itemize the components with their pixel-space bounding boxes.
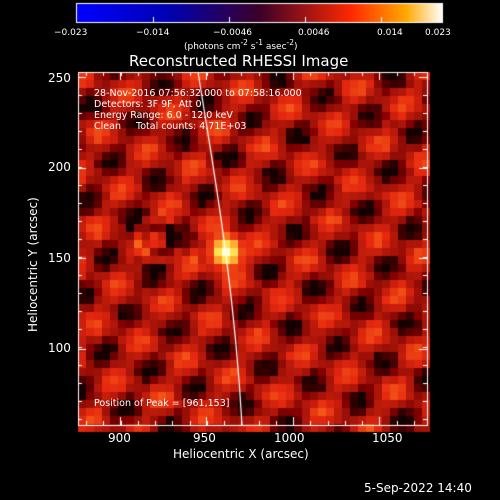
x-tick-1050: 1050 bbox=[372, 431, 403, 445]
colorbar-tick-5: 0.014 bbox=[377, 28, 403, 38]
y-tick-100: 100 bbox=[48, 341, 71, 355]
colorbar-tick-3: −0.0046 bbox=[213, 28, 253, 38]
x-axis-title: Heliocentric X (arcsec) bbox=[173, 447, 309, 461]
colorbar-unit-label: (photons cm-2 s-1 asec-2) bbox=[184, 38, 298, 52]
info-line-clean: Clean Total counts: 4.71E+03 bbox=[94, 121, 247, 132]
info-line-detectors: Detectors: 3F 9F, Att 0 bbox=[94, 99, 202, 110]
colorbar-tick-4: 0.0046 bbox=[298, 28, 330, 38]
x-tick-950: 950 bbox=[193, 431, 216, 445]
colorbar-tick-6: 0.023 bbox=[425, 28, 451, 38]
y-axis-title: Heliocentric Y (arcsec) bbox=[26, 197, 40, 332]
y-tick-200: 200 bbox=[48, 160, 71, 174]
x-tick-900: 900 bbox=[108, 431, 131, 445]
colorbar-tick-2: −0.014 bbox=[136, 28, 170, 38]
info-line-energy: Energy Range: 6.0 - 12.0 keV bbox=[94, 110, 233, 121]
colorbar-tick-1: −0.023 bbox=[54, 28, 88, 38]
peak-position-label: Position of Peak = [961,153] bbox=[94, 398, 230, 409]
y-tick-250: 250 bbox=[48, 71, 71, 85]
info-line-time: 28-Nov-2016 07:56:32.000 to 07:58:16.000 bbox=[94, 88, 302, 99]
y-tick-150: 150 bbox=[48, 251, 71, 265]
plot-title: Reconstructed RHESSI Image bbox=[129, 52, 349, 70]
footer-date: 5-Sep-2022 14:40 bbox=[364, 481, 472, 495]
x-tick-1000: 1000 bbox=[274, 431, 305, 445]
